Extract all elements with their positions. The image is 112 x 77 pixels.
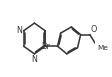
- Text: O: O: [90, 25, 97, 34]
- Text: Br: Br: [41, 42, 50, 51]
- Text: N: N: [31, 55, 37, 64]
- Text: Me: Me: [97, 45, 108, 51]
- Text: N: N: [16, 26, 22, 35]
